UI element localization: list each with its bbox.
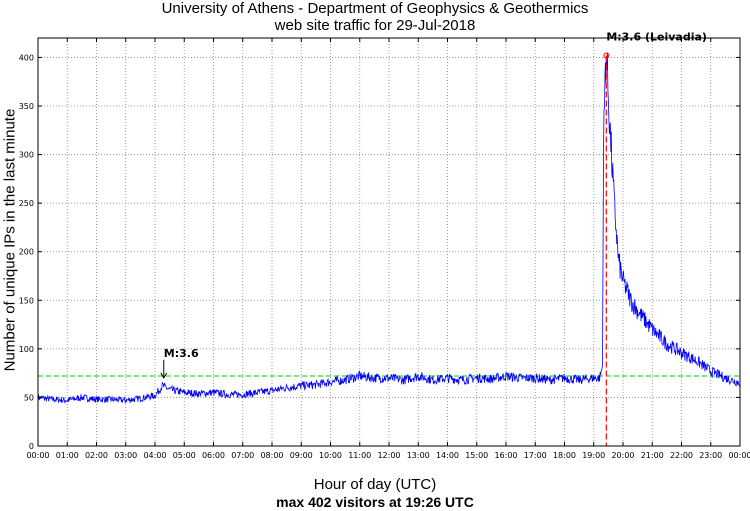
x-tick-label: 13:00 (407, 451, 430, 460)
y-tick-label: 50 (24, 393, 34, 402)
x-tick-label: 04:00 (143, 451, 166, 460)
peak-marker (603, 52, 610, 59)
chart-subtitle: web site traffic for 29-Jul-2018 (274, 17, 476, 34)
x-tick-label: 03:00 (114, 451, 137, 460)
x-tick-label: 16:00 (494, 451, 517, 460)
x-tick-label: 08:00 (260, 451, 283, 460)
x-tick-label: 17:00 (524, 451, 547, 460)
event-arrow-head (160, 372, 168, 379)
x-tick-label: 02:00 (85, 451, 108, 460)
y-tick-label: 350 (19, 102, 34, 111)
x-axis-label: Hour of day (UTC) (313, 476, 437, 493)
chart-title: University of Athens - Department of Geo… (161, 0, 589, 17)
event-label-leivadia: M:3.6 (Leivadia) (606, 30, 707, 43)
x-tick-label: 12:00 (377, 451, 400, 460)
x-tick-label: 14:00 (436, 451, 459, 460)
x-tick-label: 19:00 (582, 451, 605, 460)
x-tick-label: 01:00 (56, 451, 79, 460)
x-tick-label: 00:00 (728, 451, 750, 460)
y-tick-label: 400 (19, 53, 34, 62)
traffic-series-line (37, 52, 741, 404)
y-tick-label: 0 (29, 442, 34, 451)
x-tick-label: 11:00 (348, 451, 371, 460)
x-tick-label: 15:00 (465, 451, 488, 460)
x-tick-label: 20:00 (611, 451, 634, 460)
x-tick-label: 10:00 (319, 451, 342, 460)
x-tick-label: 06:00 (202, 451, 225, 460)
y-tick-label: 150 (19, 296, 34, 305)
x-tick-label: 00:00 (26, 451, 49, 460)
max-visitors-caption: max 402 visitors at 19:26 UTC (276, 494, 474, 510)
x-tick-label: 07:00 (231, 451, 254, 460)
x-tick-label: 18:00 (553, 451, 576, 460)
x-tick-label: 23:00 (699, 451, 722, 460)
y-tick-label: 200 (19, 248, 34, 257)
x-tick-label: 21:00 (641, 451, 664, 460)
x-tick-label: 05:00 (173, 451, 196, 460)
x-tick-label: 09:00 (290, 451, 313, 460)
event-label-m36: M:3.6 (164, 347, 199, 360)
y-tick-label: 100 (19, 345, 34, 354)
x-tick-label: 22:00 (670, 451, 693, 460)
y-tick-label: 250 (19, 199, 34, 208)
y-tick-label: 300 (19, 151, 34, 160)
